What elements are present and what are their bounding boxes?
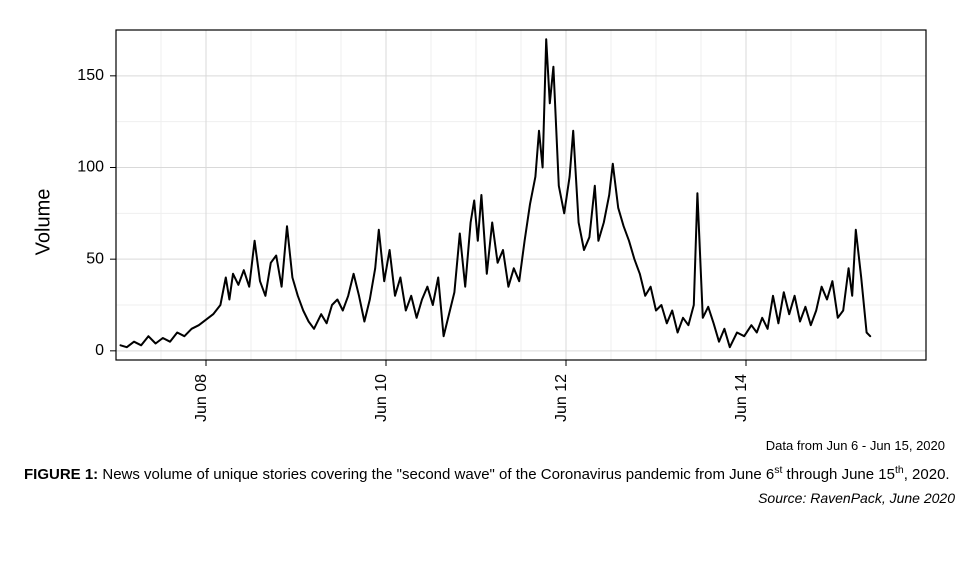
figure-container: Volume 0 50 100 150 Jun 08 Jun 10 Jun 12 Jun 14… [0, 0, 979, 579]
source-attribution: Source: RavenPack, June 2020 [24, 490, 955, 506]
svg-text:0: 0 [95, 342, 104, 359]
svg-text:Jun 08: Jun 08 [193, 374, 210, 422]
caption-text-1: News volume of unique stories covering t… [98, 466, 774, 483]
data-range-note: Data from Jun 6 - Jun 15, 2020 [24, 438, 945, 453]
svg-text:100: 100 [77, 159, 104, 176]
figure-caption: FIGURE 1: News volume of unique stories … [24, 463, 955, 486]
y-axis-label: Volume [33, 189, 56, 256]
svg-text:Jun 14: Jun 14 [733, 374, 750, 422]
svg-text:Jun 12: Jun 12 [553, 374, 570, 422]
svg-text:150: 150 [77, 67, 104, 84]
svg-text:Jun 10: Jun 10 [373, 374, 390, 422]
caption-text-2: through June 15 [782, 466, 895, 483]
chart-area: Volume 0 50 100 150 Jun 08 Jun 10 Jun 12 Jun 14 [24, 12, 955, 432]
caption-label: FIGURE 1: [24, 466, 98, 483]
caption-text-3: , 2020. [904, 466, 950, 483]
line-chart: 0 50 100 150 Jun 08 Jun 10 Jun 12 Jun 14 [24, 12, 944, 432]
svg-text:50: 50 [86, 250, 104, 267]
caption-sup-2: th [895, 464, 904, 476]
